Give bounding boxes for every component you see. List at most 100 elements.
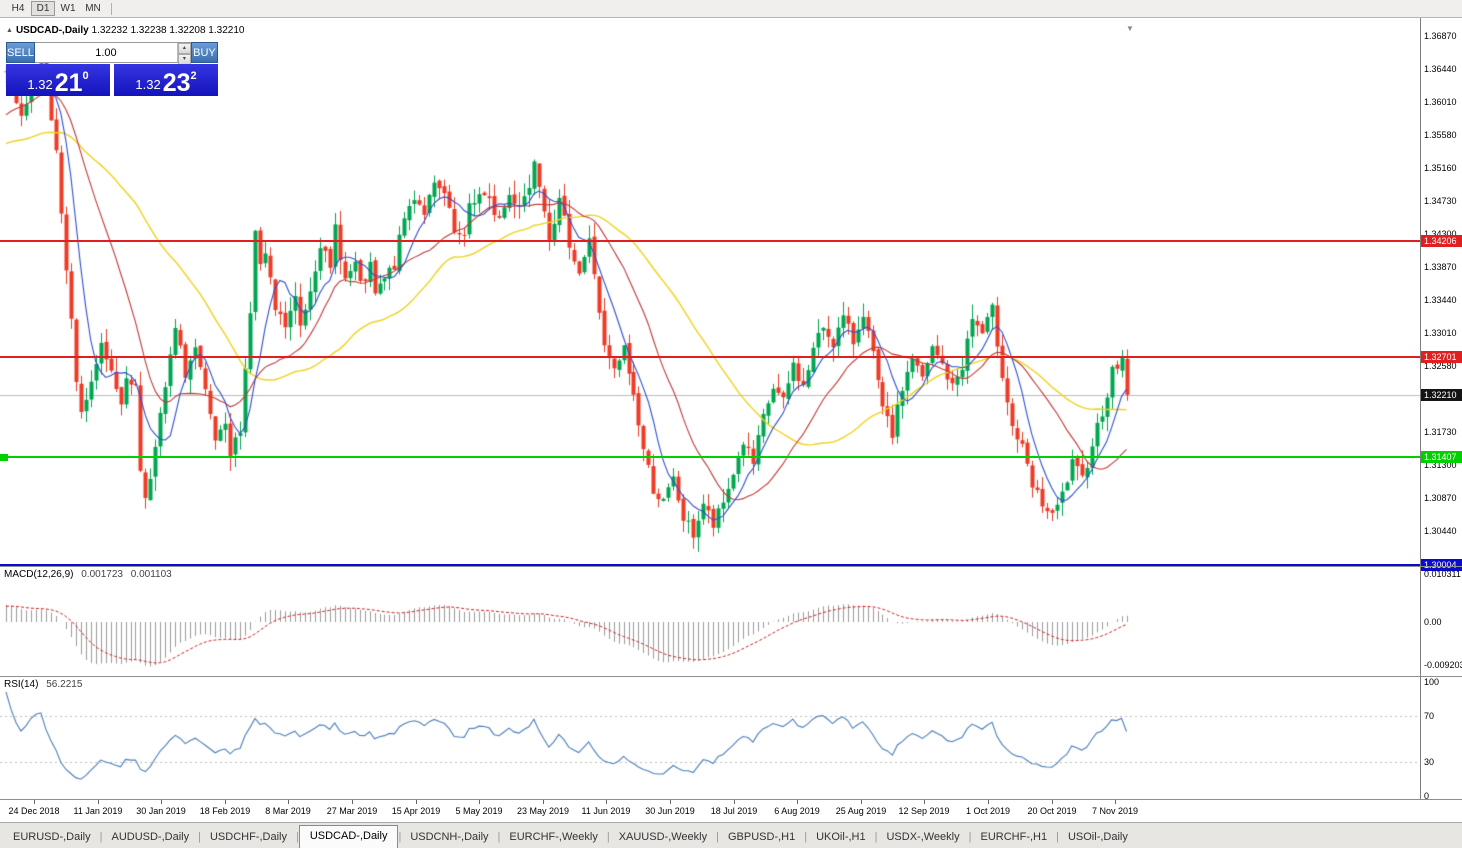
macd-axis-label: 0.00 (1424, 617, 1442, 627)
horizontal-level-line[interactable] (0, 456, 1420, 458)
price-tick: 1.35580 (1424, 130, 1457, 140)
rsi-axis-label: 0 (1424, 791, 1430, 801)
sell-price-prefix: 1.32 (27, 77, 53, 92)
timeframe-w1[interactable]: W1 (60, 3, 76, 14)
trade-controls-row: SELL ▴ ▾ BUY (6, 42, 218, 65)
rsi-axis-label: 70 (1424, 711, 1435, 721)
date-label: 18 Feb 2019 (199, 806, 251, 816)
timeframe-d1[interactable]: D1 (31, 1, 55, 16)
date-tick (1052, 800, 1053, 804)
date-tick (225, 800, 226, 804)
chart-title: ▲ USDCAD-,Daily 1.32232 1.32238 1.32208 1… (6, 25, 244, 36)
volume-increase-icon[interactable]: ▴ (177, 43, 191, 54)
date-tick (924, 800, 925, 804)
date-label: 30 Jun 2019 (645, 806, 695, 816)
chart-tab-usdcad-daily[interactable]: USDCAD-,Daily (298, 825, 399, 848)
rsi-axis-label: 100 (1424, 677, 1440, 687)
sell-button[interactable]: SELL (6, 42, 35, 63)
date-label: 1 Oct 2019 (965, 806, 1011, 816)
price-axis-background (1421, 18, 1462, 799)
tab-separator: | (99, 831, 103, 843)
buy-price-prefix: 1.32 (135, 77, 161, 92)
timeframe-h4[interactable]: H4 (11, 3, 25, 14)
price-tick: 1.31730 (1424, 427, 1457, 437)
price-tick: 1.31300 (1424, 460, 1457, 470)
volume-input[interactable] (34, 43, 177, 62)
chart-tab-usdcnh-daily[interactable]: USDCNH-,Daily (410, 831, 489, 843)
buy-price-display[interactable]: 1.32 23 2 (114, 64, 218, 96)
buy-button[interactable]: BUY (190, 42, 218, 63)
timeframe-mn[interactable]: MN (85, 3, 101, 14)
tab-separator: | (606, 831, 610, 843)
macd-value-main: 0.001723 (81, 569, 123, 580)
sell-price-display[interactable]: 1.32 21 0 (6, 64, 110, 96)
date-tick (161, 800, 162, 804)
chart-tab-ukoil-h1[interactable]: UKOil-,H1 (816, 831, 866, 843)
date-label: 5 May 2019 (455, 806, 503, 816)
price-tick: 1.30870 (1424, 493, 1457, 503)
rsi-label: RSI(14) 56.2215 (4, 679, 82, 690)
macd-value-signal: 0.001103 (130, 569, 172, 580)
tab-separator: | (1056, 831, 1059, 843)
rsi-axis-label: 30 (1424, 757, 1435, 767)
macd-title: MACD(12,26,9) (4, 569, 74, 580)
price-level-tag: 1.30004 (1421, 559, 1462, 571)
horizontal-level-line[interactable] (0, 240, 1420, 242)
horizontal-level-line[interactable] (0, 356, 1420, 358)
tab-separator: | (716, 831, 719, 843)
tab-separator: | (398, 831, 402, 843)
macd-canvas[interactable] (0, 567, 1420, 676)
chart-tab-eurchf-weekly[interactable]: EURCHF-,Weekly (509, 831, 598, 843)
tab-separator: | (968, 831, 972, 843)
chart-tab-usoil-daily[interactable]: USOil-,Daily (1067, 831, 1128, 843)
chart-ohlc-values: 1.32232 1.32238 1.32208 1.32210 (91, 25, 245, 36)
rsi-canvas[interactable] (0, 677, 1420, 799)
price-tick: 1.32580 (1424, 361, 1457, 371)
price-axis-border (1420, 18, 1421, 799)
date-label: 18 Jul 2019 (710, 806, 758, 816)
date-label: 12 Sep 2019 (898, 806, 950, 816)
date-tick (479, 800, 480, 804)
price-axis[interactable]: 1.34206 1.32701 1.31407 1.30004 1.32210 1.368… (1421, 18, 1462, 571)
chart-tab-eurchf-h1[interactable]: EURCHF-,H1 (980, 831, 1048, 843)
chart-tab-usdx-weekly[interactable]: USDX-,Weekly (886, 831, 960, 843)
buy-price-pip: 2 (190, 70, 197, 82)
chart-tab-usdchf-daily[interactable]: USDCHF-,Daily (209, 831, 287, 843)
current-price-tag: 1.32210 (1421, 389, 1462, 401)
price-tick: 1.33440 (1424, 295, 1457, 305)
date-tick (352, 800, 353, 804)
rsi-axis: 100 70 30 0 (1421, 677, 1462, 801)
chart-tab-audusd-daily[interactable]: AUDUSD-,Daily (111, 831, 190, 843)
chart-tab-xauusd-weekly[interactable]: XAUUSD-,Weekly (618, 831, 708, 843)
price-level-tag: 1.32701 (1421, 351, 1462, 363)
price-tick: 1.36870 (1424, 31, 1457, 41)
date-label: 23 May 2019 (516, 806, 570, 816)
date-label: 30 Jan 2019 (136, 806, 186, 816)
price-tick: 1.30440 (1424, 526, 1457, 536)
horizontal-level-line[interactable] (0, 564, 1420, 567)
price-tick: 1.34730 (1424, 196, 1457, 206)
one-click-trading-panel: SELL ▴ ▾ BUY 1.32 21 0 1.32 (6, 42, 218, 96)
chart-shift-marker-icon[interactable]: ▼ (1126, 24, 1134, 33)
rsi-value: 56.2215 (46, 679, 83, 690)
volume-control: ▴ ▾ (34, 42, 191, 65)
trade-prices-row: 1.32 21 0 1.32 23 2 (6, 64, 218, 96)
chart-tab-eurusd-daily[interactable]: EURUSD-,Daily (13, 831, 91, 843)
date-tick (606, 800, 607, 804)
rsi-title: RSI(14) (4, 679, 39, 690)
panel-divider[interactable] (0, 676, 1462, 677)
candlestick-chart-canvas[interactable] (0, 18, 1420, 566)
date-label: 27 Mar 2019 (326, 806, 378, 816)
panel-divider[interactable] (0, 566, 1462, 567)
macd-label: MACD(12,26,9) 0.001723 0.001103 (4, 569, 172, 580)
main-chart-panel: ▲ USDCAD-,Daily 1.32232 1.32238 1.32208 1… (0, 18, 1420, 567)
date-axis[interactable]: 24 Dec 2018 11 Jan 2019 30 Jan 2019 18 Feb … (0, 800, 1462, 822)
date-tick (670, 800, 671, 804)
chart-tab-gbpusd-h1[interactable]: GBPUSD-,H1 (727, 831, 796, 843)
one-click-toggle-icon[interactable]: ▲ (6, 27, 13, 34)
panel-divider (0, 799, 1462, 800)
toolbar-separator (111, 2, 112, 15)
macd-axis-label: 0.010311 (1424, 569, 1461, 579)
tab-separator: | (804, 831, 808, 843)
